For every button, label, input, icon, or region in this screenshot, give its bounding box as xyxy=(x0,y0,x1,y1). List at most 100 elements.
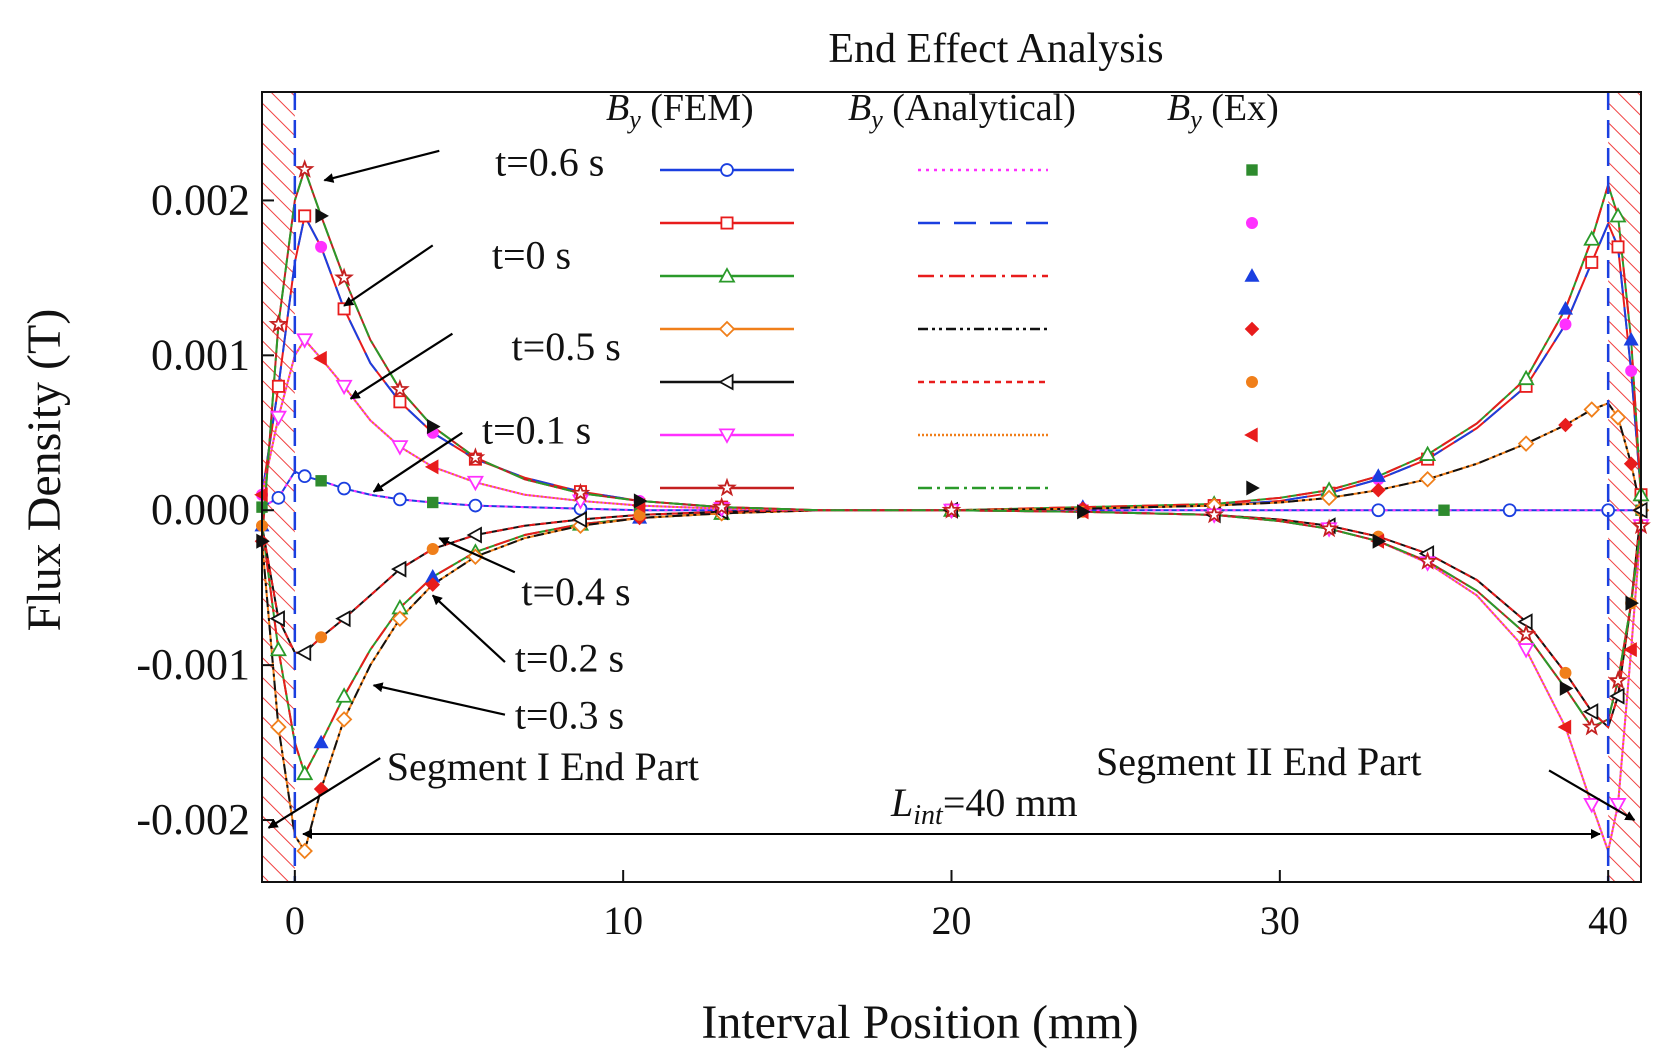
legend: By (FEM) By (Analytical) By (Ex) xyxy=(606,87,1279,497)
data-point xyxy=(570,482,591,502)
data-point xyxy=(1246,216,1259,229)
data-point xyxy=(1583,401,1601,418)
data-point xyxy=(1608,670,1628,690)
data-point xyxy=(466,475,484,492)
annotation-label: t=0.1 s xyxy=(482,408,591,453)
data-point xyxy=(335,610,351,628)
annotation-label: t=0.6 s xyxy=(495,140,604,185)
interval-dimension-label: Lint=40 mm xyxy=(890,780,1078,831)
data-point xyxy=(268,313,289,333)
x-axis-label: Interval Position (mm) xyxy=(701,996,1138,1049)
annotation-arrow xyxy=(372,431,463,493)
data-point xyxy=(426,542,439,555)
data-point xyxy=(1204,504,1225,524)
data-point xyxy=(1246,375,1259,388)
data-point xyxy=(1625,595,1640,611)
x-tick-label: 0 xyxy=(285,898,305,943)
y-axis: 0.002 0.001 0.000 -0.001 -0.002 xyxy=(136,175,274,844)
data-point xyxy=(1419,445,1437,461)
data-point xyxy=(334,267,354,287)
data-point xyxy=(1370,468,1386,482)
data-point xyxy=(1623,456,1639,472)
series-line-fem xyxy=(261,509,1642,729)
data-point xyxy=(1609,687,1625,705)
data-point xyxy=(1438,504,1450,516)
series-line-fem xyxy=(261,166,1642,729)
data-point xyxy=(313,350,327,366)
data-point xyxy=(335,379,353,396)
data-point xyxy=(720,216,734,230)
data-point xyxy=(1320,489,1338,507)
data-point xyxy=(1625,364,1638,377)
data-point xyxy=(1246,164,1258,176)
annotation-label: t=0 s xyxy=(492,233,571,278)
data-point xyxy=(1077,504,1091,520)
data-point xyxy=(269,410,287,427)
data-point xyxy=(1609,409,1627,426)
data-point xyxy=(718,428,736,444)
series-line-analytical xyxy=(261,213,1642,512)
data-point xyxy=(315,631,328,644)
data-point xyxy=(1244,427,1258,443)
data-point xyxy=(294,159,315,178)
data-point xyxy=(718,267,736,283)
data-point xyxy=(315,208,329,224)
data-point xyxy=(571,510,587,529)
data-point xyxy=(1246,480,1260,496)
legend-header-fem: By (FEM) xyxy=(606,87,754,134)
y-tick-label: -0.002 xyxy=(136,795,250,844)
data-point xyxy=(1517,643,1535,659)
y-axis-label: Flux Density (T) xyxy=(18,309,71,632)
data-point xyxy=(717,477,737,497)
data-point xyxy=(393,492,407,507)
data-point xyxy=(1516,623,1536,643)
data-point xyxy=(1372,533,1387,549)
data-point xyxy=(271,379,285,393)
data-point xyxy=(296,333,314,349)
data-point xyxy=(296,842,313,860)
x-tick-label: 30 xyxy=(1260,898,1300,943)
annotation-arrow xyxy=(1548,769,1636,821)
annotation-arrow xyxy=(372,682,506,716)
data-point xyxy=(465,447,486,466)
data-point xyxy=(1517,613,1533,631)
data-point xyxy=(315,475,327,487)
data-point xyxy=(1244,321,1260,337)
data-point xyxy=(1558,417,1573,433)
data-point xyxy=(711,496,732,516)
data-point xyxy=(720,163,734,177)
series-line-analytical xyxy=(261,509,1642,729)
data-point xyxy=(393,395,407,409)
data-point xyxy=(271,490,286,505)
chart-title: End Effect Analysis xyxy=(828,26,1163,72)
data-point xyxy=(1611,240,1625,254)
data-point xyxy=(1559,666,1572,679)
data-point xyxy=(466,526,482,544)
data-point xyxy=(718,373,734,391)
annotation-label: Segment I End Part xyxy=(387,744,699,789)
data-point xyxy=(335,711,353,728)
data-point xyxy=(468,498,483,513)
annotation-arrow xyxy=(343,244,434,307)
data-point xyxy=(335,687,353,703)
data-point xyxy=(941,499,962,519)
plot-markers xyxy=(254,159,1651,860)
data-point xyxy=(337,481,351,496)
legend-header-analytical: By (Analytical) xyxy=(848,87,1076,134)
series-line-analytical xyxy=(261,166,1642,729)
data-point xyxy=(1419,470,1436,488)
x-tick-label: 10 xyxy=(603,898,643,943)
data-point xyxy=(1582,703,1599,721)
annotation-arrow xyxy=(431,594,506,663)
series-line-fem xyxy=(261,213,1642,512)
data-point xyxy=(1517,435,1535,452)
data-point xyxy=(295,644,312,662)
annotation-label: t=0.3 s xyxy=(515,693,624,738)
annotation-arrow xyxy=(267,757,381,829)
data-point xyxy=(1559,680,1574,696)
data-point xyxy=(1609,207,1627,223)
data-point xyxy=(315,240,328,253)
x-tick-label: 40 xyxy=(1588,898,1628,943)
annotation-label: t=0.5 s xyxy=(512,324,621,369)
y-tick-label: 0.000 xyxy=(151,485,250,534)
